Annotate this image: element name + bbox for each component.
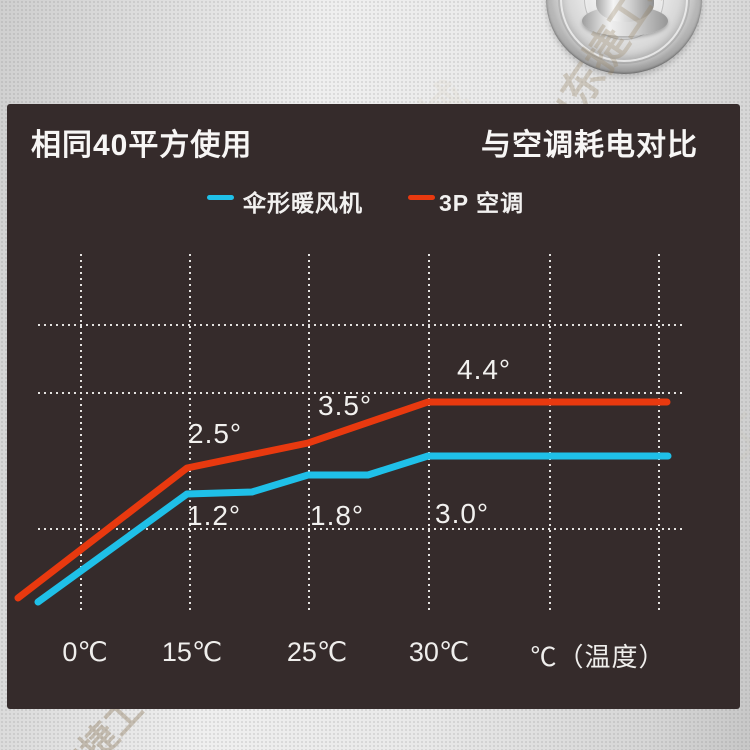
point-label-ac-25: 3.5° [318, 390, 373, 421]
panel-title-right: 与空调耗电对比 [481, 129, 698, 162]
x-axis-unit-label: ℃（温度） [530, 642, 666, 672]
legend-swatch-heater [207, 195, 234, 200]
point-label-heater-25: 1.8° [310, 500, 365, 531]
gridline-horizontal [38, 528, 685, 530]
point-label-heater-15: 1.2° [187, 500, 242, 531]
legend-label-ac: 3P 空调 [439, 190, 525, 216]
x-tick-30: 30℃ [408, 637, 470, 667]
heater-pole [596, 0, 654, 22]
series-line-ac [14, 398, 671, 602]
gridline-vertical [189, 254, 191, 613]
gridline-vertical [308, 254, 310, 613]
panel-title-left: 相同40平方使用 [31, 129, 253, 162]
gridline-vertical [549, 254, 551, 613]
point-label-ac-15: 2.5° [188, 418, 243, 449]
chart-panel: 相同40平方使用 与空调耗电对比 伞形暖风机 3P 空调 2.5° 3.5° 4… [7, 104, 740, 709]
gridline-horizontal [38, 324, 685, 326]
legend-label-heater: 伞形暖风机 [243, 190, 363, 216]
x-tick-15: 15℃ [161, 637, 223, 667]
x-tick-0: 0℃ [62, 637, 108, 667]
x-tick-25: 25℃ [286, 637, 348, 667]
line-chart [14, 398, 672, 606]
series-line-heater [34, 452, 672, 606]
gridline-vertical [428, 254, 430, 613]
gridline-vertical [80, 254, 82, 613]
gridline-horizontal [38, 392, 685, 394]
point-label-heater-30: 3.0° [435, 498, 490, 529]
legend-swatch-ac [408, 195, 435, 200]
heater-product-photo [540, 0, 710, 88]
gridline-vertical [658, 254, 660, 613]
point-label-ac-30: 4.4° [457, 354, 512, 385]
